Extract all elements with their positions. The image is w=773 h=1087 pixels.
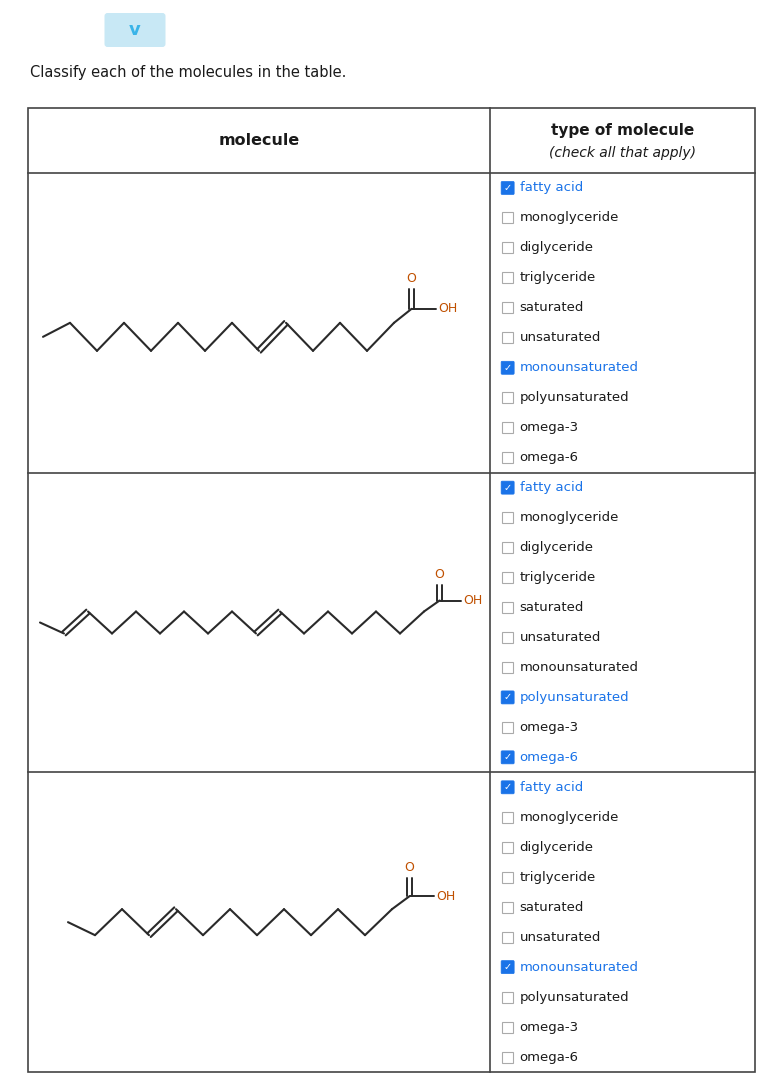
Text: triglyceride: triglyceride	[519, 571, 596, 584]
FancyBboxPatch shape	[501, 751, 514, 764]
Text: OH: OH	[463, 594, 482, 607]
Text: unsaturated: unsaturated	[519, 930, 601, 944]
FancyBboxPatch shape	[501, 182, 514, 195]
Bar	[502, 302, 513, 313]
Text: polyunsaturated: polyunsaturated	[519, 990, 629, 1003]
Text: monoglyceride: monoglyceride	[519, 811, 619, 824]
Text: diglyceride: diglyceride	[519, 541, 594, 554]
Text: monounsaturated: monounsaturated	[519, 361, 638, 374]
Text: unsaturated: unsaturated	[519, 332, 601, 345]
Text: ✓: ✓	[503, 183, 512, 193]
Text: ✓: ✓	[503, 962, 512, 972]
Text: omega-3: omega-3	[519, 422, 579, 434]
Text: omega-6: omega-6	[519, 451, 579, 464]
Text: OH: OH	[436, 889, 455, 902]
FancyBboxPatch shape	[501, 482, 514, 495]
Text: type of molecule: type of molecule	[550, 123, 694, 138]
Text: ✓: ✓	[503, 752, 512, 762]
Text: saturated: saturated	[519, 601, 584, 614]
Text: fatty acid: fatty acid	[519, 482, 583, 495]
Bar	[28, 108, 755, 1072]
Bar	[502, 602, 513, 613]
Text: O: O	[407, 272, 417, 285]
Text: omega-3: omega-3	[519, 1021, 579, 1034]
Text: saturated: saturated	[519, 901, 584, 914]
Bar	[502, 212, 513, 224]
Bar	[502, 872, 513, 883]
Text: diglyceride: diglyceride	[519, 241, 594, 254]
Bar	[502, 1051, 513, 1062]
Text: monounsaturated: monounsaturated	[519, 661, 638, 674]
Bar	[502, 512, 513, 523]
Text: O: O	[404, 861, 414, 874]
Text: fatty acid: fatty acid	[519, 182, 583, 195]
Text: unsaturated: unsaturated	[519, 630, 601, 644]
Text: Classify each of the molecules in the table.: Classify each of the molecules in the ta…	[30, 64, 346, 79]
Bar	[502, 991, 513, 1002]
Text: omega-6: omega-6	[519, 1050, 579, 1063]
Text: O: O	[434, 569, 444, 582]
Text: triglyceride: triglyceride	[519, 871, 596, 884]
Bar	[502, 452, 513, 463]
Text: fatty acid: fatty acid	[519, 780, 583, 794]
FancyBboxPatch shape	[501, 780, 514, 794]
Bar	[502, 392, 513, 403]
FancyBboxPatch shape	[501, 961, 514, 974]
Text: ✓: ✓	[503, 363, 512, 373]
Text: monoglyceride: monoglyceride	[519, 511, 619, 524]
Text: omega-3: omega-3	[519, 721, 579, 734]
Bar	[502, 632, 513, 644]
Bar	[502, 273, 513, 284]
Bar	[502, 542, 513, 553]
Text: monounsaturated: monounsaturated	[519, 961, 638, 974]
Bar	[502, 662, 513, 673]
FancyBboxPatch shape	[104, 13, 165, 47]
Bar	[502, 812, 513, 823]
Text: ✓: ✓	[503, 483, 512, 492]
Text: diglyceride: diglyceride	[519, 840, 594, 853]
Text: ✓: ✓	[503, 783, 512, 792]
Text: saturated: saturated	[519, 301, 584, 314]
Text: (check all that apply): (check all that apply)	[549, 146, 696, 160]
Text: triglyceride: triglyceride	[519, 272, 596, 285]
Text: ✓: ✓	[503, 692, 512, 702]
Text: polyunsaturated: polyunsaturated	[519, 391, 629, 404]
FancyBboxPatch shape	[501, 361, 514, 374]
Bar	[502, 333, 513, 343]
Text: polyunsaturated: polyunsaturated	[519, 691, 629, 704]
Bar	[502, 902, 513, 913]
Text: v: v	[129, 21, 141, 39]
Text: molecule: molecule	[218, 133, 299, 148]
Bar	[502, 932, 513, 942]
Text: monoglyceride: monoglyceride	[519, 212, 619, 224]
Bar	[502, 422, 513, 434]
Text: OH: OH	[438, 302, 457, 315]
Bar	[502, 722, 513, 733]
Bar	[502, 841, 513, 852]
Bar	[502, 1022, 513, 1033]
Bar	[502, 242, 513, 253]
Text: omega-6: omega-6	[519, 751, 579, 764]
Bar	[502, 572, 513, 583]
FancyBboxPatch shape	[501, 691, 514, 704]
